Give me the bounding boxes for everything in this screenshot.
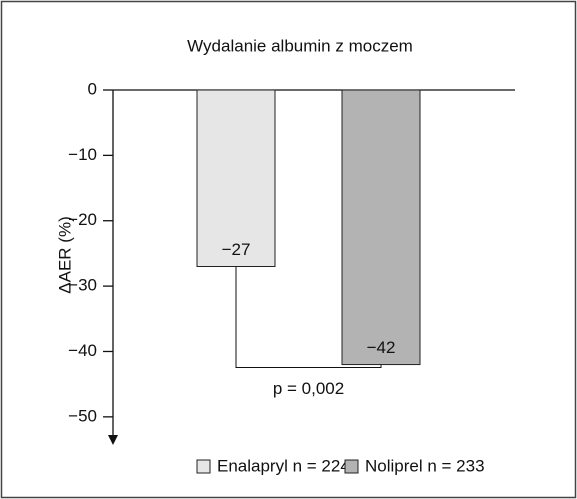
bar: [196, 89, 276, 267]
significance-bracket: [235, 266, 382, 369]
bar: [341, 89, 421, 366]
value-label: −42: [367, 338, 396, 357]
annotation: p = 0,002: [273, 379, 344, 398]
y-tick-label: −20: [68, 210, 97, 229]
axis-arrow: [108, 435, 118, 445]
y-tick-label: 0: [88, 79, 97, 98]
y-tick-label: −30: [68, 276, 97, 295]
y-axis-label: ΔAER (%): [55, 216, 74, 293]
y-tick-label: −50: [68, 406, 97, 425]
legend-label: Enalapryl n = 224: [217, 456, 350, 475]
legend-label: Noliprel n = 233: [365, 456, 485, 475]
legend-swatch: [196, 459, 211, 474]
value-label: −27: [222, 240, 251, 259]
y-tick-label: −40: [68, 341, 97, 360]
legend-swatch: [344, 459, 359, 474]
chart-title: Wydalanie albumin z moczem: [187, 36, 413, 55]
y-tick-label: −10: [68, 145, 97, 164]
